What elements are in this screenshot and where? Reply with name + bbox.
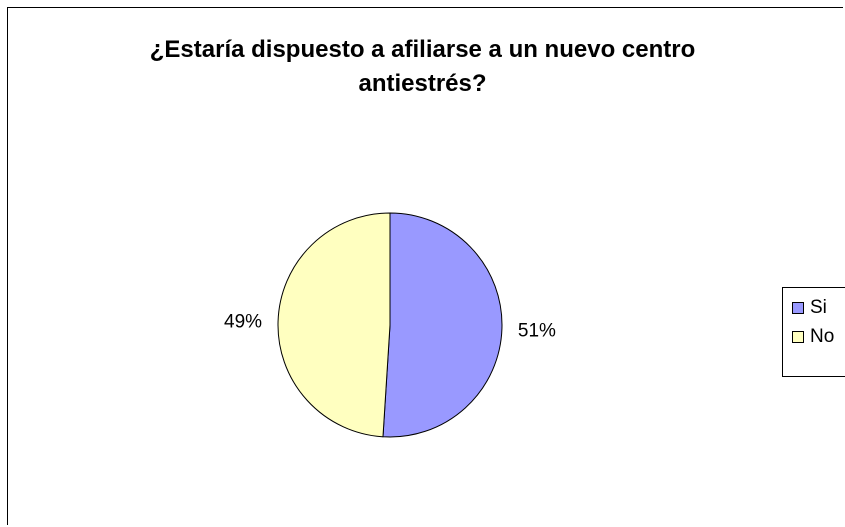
legend-label-no: No <box>810 326 835 347</box>
pie-slice-si <box>382 212 503 438</box>
legend-swatch-si <box>792 302 804 314</box>
legend-item-no: No <box>792 326 834 348</box>
legend-swatch-no <box>792 331 804 343</box>
chart-title: ¿Estaría dispuesto a afiliarse a un nuev… <box>0 33 845 101</box>
chart-title-line-2: antiestrés? <box>358 70 487 97</box>
data-label-si: 51% <box>518 321 556 342</box>
pie-slice-no <box>277 212 391 438</box>
data-label-no: 49% <box>224 311 262 332</box>
legend: Si No <box>782 287 845 377</box>
legend-item-si: Si <box>792 297 827 319</box>
chart-title-line-1: ¿Estaría dispuesto a afiliarse a un nuev… <box>149 36 696 63</box>
legend-label-si: Si <box>810 297 827 318</box>
